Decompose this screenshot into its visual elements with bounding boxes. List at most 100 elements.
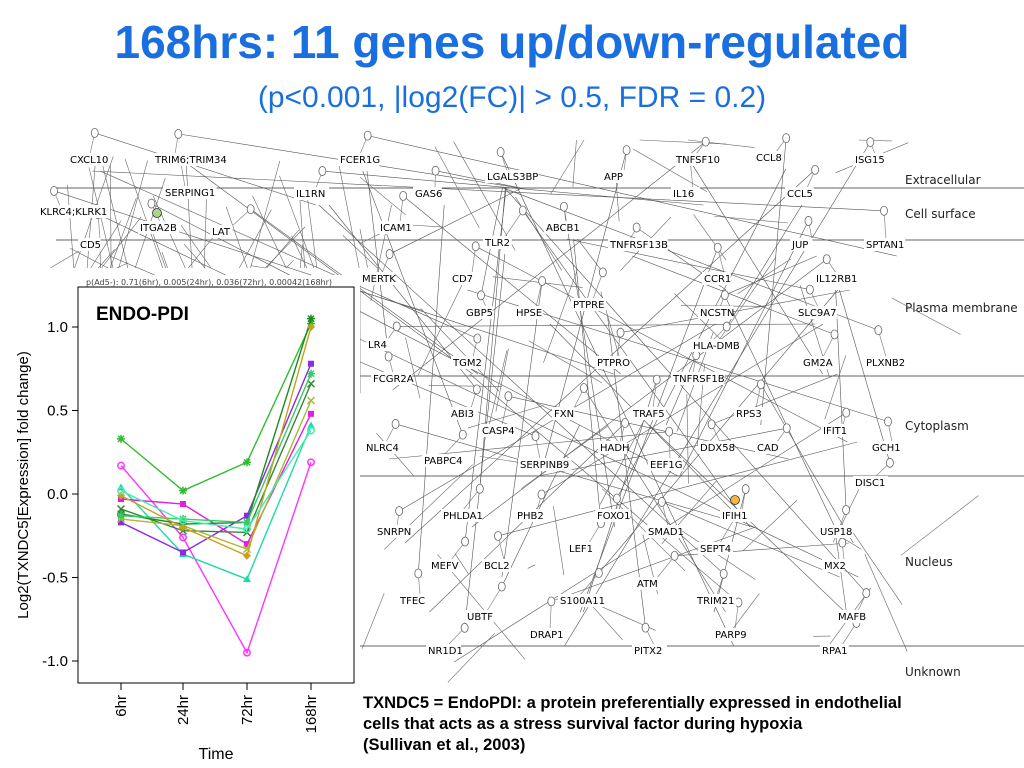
gene-label: PTPRE — [573, 300, 604, 311]
gene-node — [174, 128, 183, 139]
gene-label: BCL2 — [484, 561, 510, 572]
network-edge — [661, 501, 840, 578]
gene-node — [477, 290, 485, 301]
gene-node — [842, 407, 851, 418]
expression-line-chart: p(Ad5-): 0.71(6hr), 0.005(24hr), 0.036(7… — [15, 278, 355, 763]
network-edge — [686, 394, 689, 484]
network-edge — [528, 340, 603, 384]
gene-label-bg — [632, 644, 667, 657]
gene-node — [560, 201, 568, 212]
series-line — [120, 430, 312, 530]
network-edge — [824, 355, 847, 420]
gene-label: GBP5 — [466, 308, 493, 319]
data-point — [179, 486, 187, 495]
gene-label-bg — [822, 559, 845, 572]
gene-label: TFEC — [399, 596, 425, 607]
data-point — [179, 523, 187, 532]
network-edge — [299, 194, 306, 269]
gene-label: FOXO1 — [597, 511, 630, 522]
gene-node — [741, 484, 750, 494]
gene-label: NCSTN — [700, 308, 734, 319]
network-edge — [679, 220, 809, 477]
gene-label-bg — [754, 151, 783, 164]
gene-node — [496, 147, 505, 157]
gene-label: IL1RN — [296, 189, 325, 200]
network-edge — [724, 255, 817, 296]
gene-label-bg — [571, 298, 606, 311]
gene-label: PABPC4 — [424, 456, 462, 467]
network-edge — [563, 206, 615, 528]
gene-node — [473, 333, 482, 344]
gene-label: PARP9 — [715, 630, 747, 641]
gene-node — [385, 249, 394, 259]
network-edge — [721, 289, 843, 543]
network-edge — [853, 533, 903, 605]
gene-label: TGM2 — [452, 358, 482, 369]
gene-label-bg — [364, 441, 399, 454]
gene-label-bg — [465, 610, 494, 623]
data-point — [243, 525, 251, 534]
gene-node — [719, 568, 728, 579]
network-edge — [733, 593, 760, 629]
gene-label: CAD — [757, 443, 779, 454]
gene-node — [707, 419, 716, 430]
gene-label: ABI3 — [451, 409, 474, 420]
network-edge — [543, 269, 578, 363]
gene-label-bg — [671, 187, 700, 200]
network-edge — [322, 170, 704, 206]
gene-label-bg — [38, 205, 111, 218]
series-line — [120, 425, 312, 581]
gene-node — [657, 496, 666, 507]
compartment-label: Cytoplasm — [905, 419, 969, 433]
network-edge — [711, 373, 838, 425]
caption: TXNDC5 = EndoPDI: a protein preferential… — [363, 693, 1023, 756]
gene-label: GM2A — [803, 358, 833, 369]
gene-label: S100A11 — [560, 596, 605, 607]
data-point — [306, 396, 316, 405]
gene-label: PTPRO — [597, 358, 630, 369]
gene-label-bg — [482, 559, 511, 572]
gene-label-bg — [820, 644, 849, 657]
gene-label-bg — [818, 525, 853, 538]
gene-label-bg — [698, 441, 733, 454]
network-edge — [90, 220, 122, 269]
network-edge — [551, 526, 756, 602]
gene-label-bg — [567, 542, 596, 555]
network-edge — [689, 160, 823, 375]
gene-label-bg — [864, 356, 906, 369]
network-edge — [471, 258, 827, 528]
gene-node — [391, 419, 400, 429]
gene-node — [886, 457, 894, 468]
gene-label-bg — [698, 542, 733, 555]
gene-node — [804, 216, 813, 226]
network-edge — [417, 280, 465, 376]
network-edge — [648, 424, 857, 624]
gene-label-bg — [163, 186, 217, 199]
gene-label: LEF1 — [569, 544, 593, 555]
gene-node — [579, 383, 588, 393]
network-edge — [109, 197, 137, 269]
gene-label: LAT — [212, 227, 231, 238]
gene-label-bg — [78, 238, 101, 251]
network-edge — [250, 160, 281, 269]
gene-node — [811, 164, 819, 175]
network-edge — [553, 505, 565, 576]
network-edge — [94, 132, 316, 206]
gene-node — [866, 137, 875, 147]
network-edge — [338, 163, 360, 269]
gene-node — [494, 531, 502, 541]
gene-label: TRIM6;TRIM34 — [154, 155, 227, 166]
network-edge — [492, 276, 583, 288]
gene-label-bg — [514, 306, 543, 319]
gene-label-bg — [422, 454, 464, 467]
gene-label: NLRC4 — [366, 443, 399, 454]
network-edge — [124, 158, 164, 269]
gene-label-bg — [785, 187, 814, 200]
network-edge — [540, 150, 627, 477]
network-edge — [306, 194, 318, 269]
network-edge — [98, 248, 116, 269]
caption-line-1: TXNDC5 = EndoPDI: a protein preferential… — [363, 694, 902, 712]
network-edge — [395, 423, 753, 528]
gene-node — [414, 568, 423, 579]
network-edge — [179, 158, 473, 375]
